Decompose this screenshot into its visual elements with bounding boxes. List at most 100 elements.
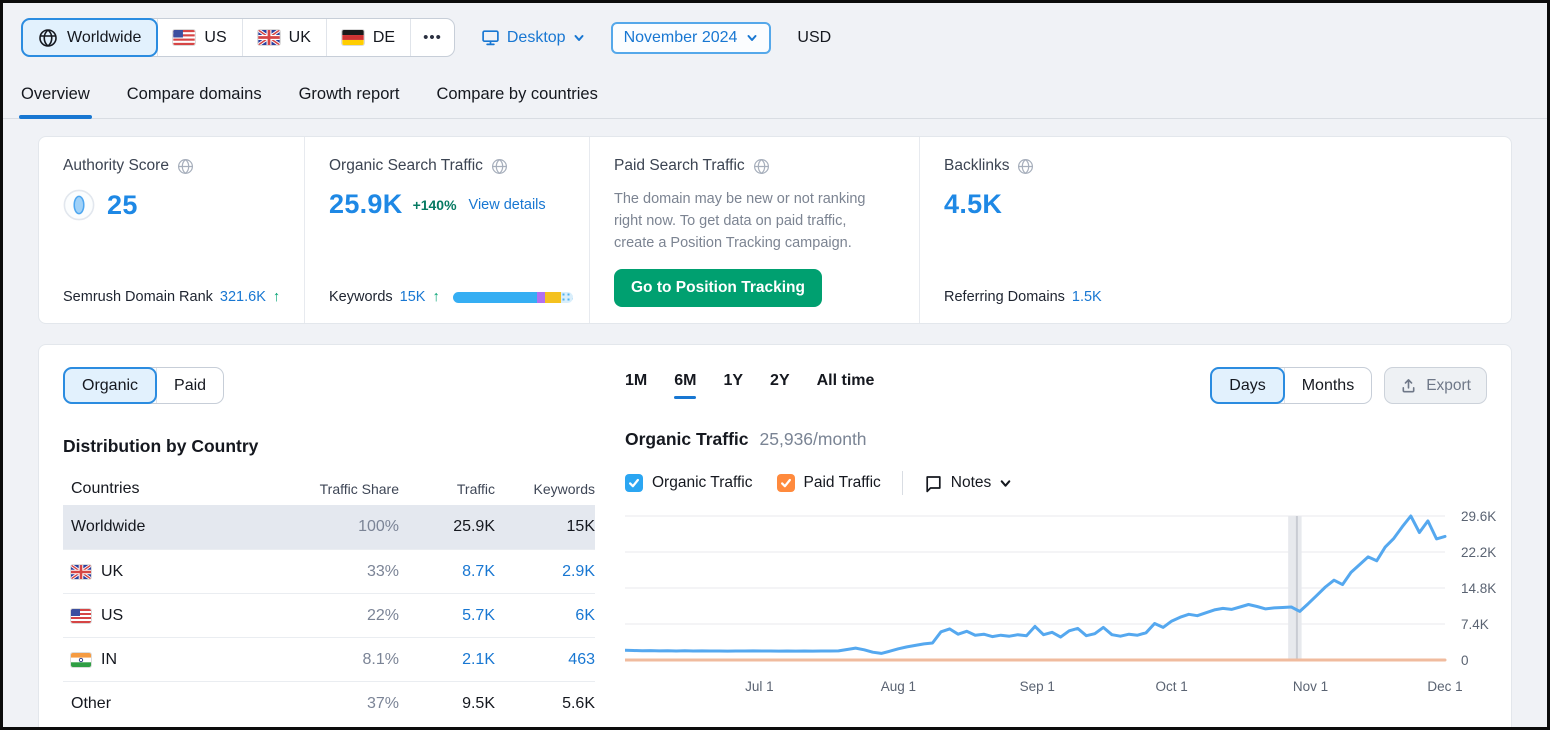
chart-legend: Organic Traffic Paid Traffic Notes xyxy=(625,471,1487,495)
in-flag-icon xyxy=(71,652,91,667)
traffic-value[interactable]: 2.1K xyxy=(462,650,495,668)
legend-checkbox-organic-traffic[interactable]: Organic Traffic xyxy=(625,474,753,492)
check-icon xyxy=(629,478,639,488)
granularity-months[interactable]: Months xyxy=(1283,368,1371,403)
days-months-toggle: Days Months xyxy=(1210,367,1373,404)
header-traffic: Traffic xyxy=(456,481,495,497)
x-axis-label: Oct 1 xyxy=(1156,679,1188,694)
keywords-value[interactable]: 6K xyxy=(575,606,595,624)
traffic-share-value: 37% xyxy=(366,694,399,712)
granularity-days[interactable]: Days xyxy=(1210,367,1285,404)
backlinks-value: 4.5K xyxy=(944,189,1003,219)
table-row-us[interactable]: US 22% 5.7K 6K xyxy=(63,593,595,637)
info-globe-icon[interactable] xyxy=(753,158,770,175)
device-selector[interactable]: Desktop xyxy=(481,28,585,47)
table-row-in[interactable]: IN 8.1% 2.1K 463 xyxy=(63,637,595,681)
info-globe-icon[interactable] xyxy=(491,158,508,175)
country-table-header: Countries Traffic Share Traffic Keywords xyxy=(63,473,595,505)
up-arrow-icon: ↑ xyxy=(272,289,281,305)
traffic-value[interactable]: 5.7K xyxy=(462,606,495,624)
country-table: Countries Traffic Share Traffic Keywords Wor… xyxy=(63,473,595,725)
authority-gauge-icon xyxy=(63,189,95,221)
keywords-distribution-bar xyxy=(452,291,573,303)
globe-icon xyxy=(39,28,57,47)
notes-dropdown[interactable]: Notes xyxy=(924,474,1013,493)
up-arrow-icon: ↑ xyxy=(432,289,440,305)
y-axis-label: 29.6K xyxy=(1461,509,1496,524)
export-icon xyxy=(1402,379,1415,393)
keywords-value[interactable]: 463 xyxy=(568,650,595,668)
table-row-worldwide[interactable]: Worldwide 100% 25.9K 15K xyxy=(63,505,595,549)
distribution-title: Distribution by Country xyxy=(63,436,259,456)
tab-overview[interactable]: Overview xyxy=(19,85,92,119)
checkbox-icon xyxy=(625,474,643,492)
currency-label: USD xyxy=(797,28,832,46)
location-tab-label: DE xyxy=(372,28,396,46)
keywords-value: 5.6K xyxy=(562,694,595,712)
uk-flag-icon xyxy=(257,30,280,45)
nav-tabs: Overview Compare domains Growth report Comp… xyxy=(3,85,1547,119)
toggle-organic[interactable]: Organic xyxy=(63,367,158,404)
keywords-bar-segment xyxy=(536,291,546,303)
location-tab-label: US xyxy=(204,28,227,46)
chart-section: 1M 6M 1Y 2Y All time Days Months Export Organ… xyxy=(623,367,1496,721)
range-tab-6m[interactable]: 6M xyxy=(674,372,697,399)
date-range-tabs: 1M 6M 1Y 2Y All time xyxy=(625,372,874,399)
chevron-down-icon xyxy=(574,34,584,41)
organic-traffic-chart[interactable]: 29.6K 22.2K 14.8K 7.4K 0 Jul 1 Aug 1 Sep 1 Oct 1… xyxy=(623,508,1496,713)
go-to-position-tracking-button[interactable]: Go to Position Tracking xyxy=(614,269,822,307)
traffic-value: 9.5K xyxy=(462,694,495,712)
location-tab-de[interactable]: DE xyxy=(325,19,410,56)
more-locations-button[interactable]: ••• xyxy=(410,19,454,56)
organic-search-traffic-card: Organic Search Traffic 25.9K +140% View … xyxy=(304,137,589,323)
location-tabs: Worldwide US UK DE ••• xyxy=(21,18,455,57)
legend-checkbox-paid-traffic[interactable]: Paid Traffic xyxy=(776,474,881,492)
x-axis-label: Jul 1 xyxy=(745,679,774,694)
location-tab-label: Worldwide xyxy=(67,28,142,46)
location-tab-us[interactable]: US xyxy=(157,19,241,56)
tab-compare-domains[interactable]: Compare domains xyxy=(126,85,262,103)
keywords-label: Keywords xyxy=(329,289,393,305)
table-row-other[interactable]: Other 37% 9.5K 5.6K xyxy=(63,681,595,725)
info-globe-icon[interactable] xyxy=(177,158,194,175)
keywords-bar-segment xyxy=(452,291,537,303)
referring-domains-value[interactable]: 1.5K xyxy=(1071,289,1102,305)
paid-traffic-title: Paid Search Traffic xyxy=(614,157,895,175)
x-axis-label: Dec 1 xyxy=(1427,679,1462,694)
country-cell: Other xyxy=(71,694,112,712)
traffic-panel: Organic Paid Distribution by Country Coun… xyxy=(38,344,1512,727)
range-tab-1m[interactable]: 1M xyxy=(625,372,648,389)
traffic-share-value: 8.1% xyxy=(362,650,399,668)
chart-title: Organic Traffic xyxy=(625,429,749,449)
chart-subtitle: 25,936/month xyxy=(759,429,867,449)
domain-rank-value[interactable]: 321.6K xyxy=(219,289,266,305)
toggle-paid[interactable]: Paid xyxy=(156,368,223,403)
us-flag-icon xyxy=(71,608,91,623)
tab-compare-by-countries[interactable]: Compare by countries xyxy=(436,85,598,103)
keywords-value[interactable]: 15K xyxy=(399,289,426,305)
header-countries: Countries xyxy=(71,480,140,497)
header-keywords: Keywords xyxy=(533,481,595,497)
tab-growth-report[interactable]: Growth report xyxy=(298,85,400,103)
organic-traffic-value: 25.9K xyxy=(329,189,403,219)
location-tab-worldwide[interactable]: Worldwide xyxy=(21,18,159,57)
range-tab-all-time[interactable]: All time xyxy=(816,372,875,389)
keywords-value[interactable]: 2.9K xyxy=(562,562,595,580)
country-cell: US xyxy=(63,607,265,625)
export-button[interactable]: Export xyxy=(1384,367,1487,404)
date-selector[interactable]: November 2024 xyxy=(610,21,772,54)
date-selector-label: November 2024 xyxy=(623,28,738,46)
domain-rank-label: Semrush Domain Rank xyxy=(63,289,213,305)
view-details-link[interactable]: View details xyxy=(468,196,546,213)
info-globe-icon[interactable] xyxy=(1017,158,1034,175)
country-cell: Worldwide xyxy=(71,518,146,535)
location-tab-uk[interactable]: UK xyxy=(241,19,326,56)
de-flag-icon xyxy=(342,30,364,45)
range-tab-1y[interactable]: 1Y xyxy=(723,372,744,389)
y-axis-label: 7.4K xyxy=(1461,617,1489,632)
legend-divider xyxy=(901,471,903,495)
traffic-value[interactable]: 8.7K xyxy=(462,562,495,580)
table-row-uk[interactable]: UK 33% 8.7K 2.9K xyxy=(63,549,595,593)
range-tab-2y[interactable]: 2Y xyxy=(770,372,790,389)
backlinks-card: Backlinks 4.5K Referring Domains 1.5K xyxy=(919,137,1511,323)
